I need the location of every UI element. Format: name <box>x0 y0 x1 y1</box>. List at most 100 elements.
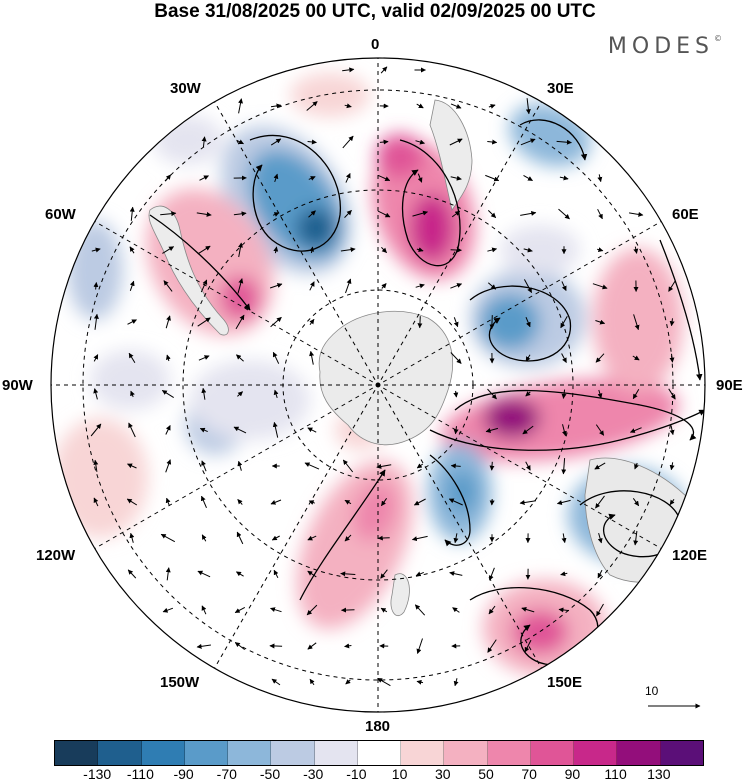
colorbar-tick-label: -30 <box>303 766 324 782</box>
colorbar-bin <box>357 741 402 765</box>
wind-vector <box>377 677 391 687</box>
wind-vector <box>669 425 675 436</box>
wind-vector <box>308 176 316 181</box>
wind-vector <box>130 390 135 398</box>
wind-vector <box>163 280 173 292</box>
colorbar-bin <box>574 741 618 765</box>
wind-vector <box>560 571 568 577</box>
colorbar-bin <box>530 741 575 765</box>
wind-vector <box>234 606 246 614</box>
wind-vector <box>525 98 531 115</box>
wind-vector <box>271 678 281 686</box>
wind-vector <box>597 569 603 579</box>
anomaly-blob <box>410 194 454 262</box>
wind-vector <box>519 500 536 505</box>
wind-vector <box>93 282 99 290</box>
wind-vector <box>415 139 425 145</box>
wind-vector <box>272 212 280 217</box>
wind-vector <box>235 314 245 330</box>
wind-vector <box>201 534 207 542</box>
wind-vector <box>595 424 605 436</box>
wind-vector <box>236 531 244 545</box>
wind-vector <box>272 351 280 364</box>
anomaly-blob <box>52 418 148 538</box>
wind-vector <box>273 389 279 399</box>
wind-vector <box>237 391 243 397</box>
wind-vector <box>126 498 138 506</box>
colorbar-tick-label: 110 <box>604 766 627 782</box>
wind-vector <box>344 534 352 542</box>
wind-vector <box>342 135 354 149</box>
wind-vector <box>561 458 567 475</box>
wind-vector <box>668 280 676 292</box>
wind-vector <box>489 461 495 471</box>
wind-vector <box>556 499 571 505</box>
wind-vector <box>629 427 642 433</box>
south-pole-marker <box>375 382 381 388</box>
lon-label-150e: 150E <box>547 674 583 691</box>
streamline <box>519 119 588 161</box>
wind-vector <box>450 175 462 181</box>
wind-vector <box>525 391 531 397</box>
anomaly-blob <box>353 482 397 542</box>
anomaly-blob <box>296 208 336 248</box>
wind-vector <box>594 462 606 470</box>
wind-vector <box>416 463 424 469</box>
wind-vector <box>668 388 676 400</box>
wind-vector <box>448 498 463 506</box>
wind-vector <box>93 459 99 472</box>
wind-vector <box>416 638 423 654</box>
wind-vector <box>376 464 392 469</box>
wind-vector <box>378 174 391 182</box>
wind-vector <box>488 567 495 581</box>
anomaly-blob <box>480 294 540 350</box>
wind-vector <box>561 353 567 363</box>
colorbar-tick-label: 30 <box>435 766 451 782</box>
wind-vector <box>596 247 604 253</box>
wind-vector <box>345 278 352 294</box>
colorbar-bin <box>98 741 142 765</box>
wind-vector <box>450 283 463 289</box>
streamline <box>249 134 341 252</box>
wind-vector <box>344 643 352 649</box>
wind-vector <box>414 604 426 616</box>
wind-vector <box>237 278 244 294</box>
wind-vector <box>200 495 207 508</box>
wind-vector <box>162 607 174 613</box>
wind-vector <box>306 604 318 616</box>
wind-vector <box>307 139 317 145</box>
streamline <box>454 389 697 441</box>
wind-vector <box>273 173 279 183</box>
wind-vector <box>93 354 99 362</box>
new-zealand <box>390 573 410 617</box>
wind-vector <box>487 247 498 253</box>
wind-vector <box>235 571 244 577</box>
wind-vector <box>450 463 461 469</box>
streamlines <box>149 119 705 666</box>
wind-vector <box>129 532 135 543</box>
colorbar-bin <box>228 741 272 765</box>
wind-vector <box>597 174 603 183</box>
wind-vector <box>561 533 567 544</box>
wind-vector <box>488 104 496 109</box>
wind-vector <box>453 317 459 328</box>
colorbar-tick-label: 70 <box>521 766 537 782</box>
wind-vector <box>453 533 459 544</box>
wind-vector <box>165 459 172 473</box>
colorbar-bin <box>184 741 229 765</box>
wind-vector <box>413 498 426 506</box>
colorbar-bin <box>487 741 531 765</box>
wind-vector <box>200 279 208 293</box>
wind-vector <box>485 174 500 182</box>
wind-vector <box>412 210 428 217</box>
wind-vector <box>381 246 387 254</box>
wind-vector <box>380 569 388 579</box>
wind-vector <box>236 139 244 145</box>
wind-vector <box>273 246 279 254</box>
wind-vector <box>453 678 459 687</box>
wind-vector <box>487 639 497 653</box>
streamline <box>469 285 572 362</box>
wind-vector <box>381 283 387 289</box>
wind-vector <box>165 315 171 329</box>
wind-vector <box>127 319 137 325</box>
